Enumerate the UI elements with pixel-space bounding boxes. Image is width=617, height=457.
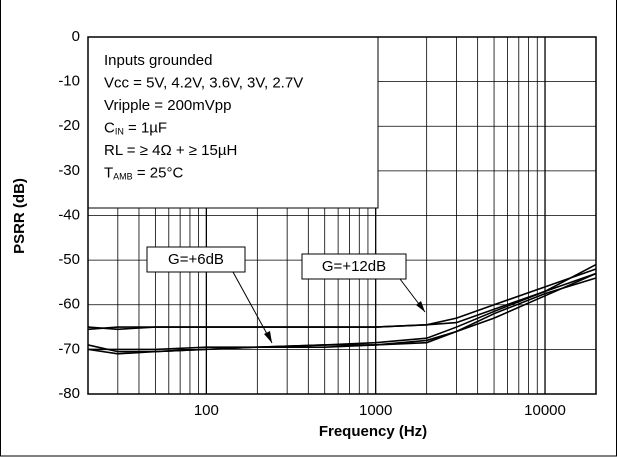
y-tick-label: -60 xyxy=(58,296,80,313)
condition-part: = 1µF xyxy=(124,119,167,136)
y-axis-label: PSRR (dB) xyxy=(11,178,28,254)
condition-text: RL = ≥ 4Ω + ≥ 15µH xyxy=(104,142,237,159)
condition-part: = 25°C xyxy=(133,164,184,181)
condition-part: RL = ≥ 4Ω + ≥ 15µH xyxy=(104,142,237,159)
series-line xyxy=(87,277,597,353)
x-tick-label: 1000 xyxy=(359,402,392,419)
condition-text: Inputs grounded xyxy=(104,52,212,69)
x-axis-label: Frequency (Hz) xyxy=(319,423,427,440)
arrow xyxy=(232,271,273,344)
y-tick-label: -10 xyxy=(58,73,80,90)
y-tick-label: -30 xyxy=(58,162,80,179)
annotation: G=+12dB xyxy=(322,258,386,275)
arrowhead xyxy=(416,301,425,312)
x-tick-label: 10000 xyxy=(524,402,566,419)
condition-part: Inputs grounded xyxy=(104,52,212,69)
annotation-box xyxy=(301,253,407,280)
condition-part: T xyxy=(104,164,113,181)
y-tick-label: -40 xyxy=(58,206,80,223)
condition-part: Vripple = 200mVpp xyxy=(104,97,231,114)
condition-text: Vcc = 5V, 4.2V, 3.6V, 3V, 2.7V xyxy=(104,74,303,91)
y-tick-label: -70 xyxy=(58,340,80,357)
conditions-box xyxy=(87,36,379,209)
arrowhead xyxy=(264,331,272,343)
y-tick-label: -80 xyxy=(58,385,80,402)
condition-part: C xyxy=(104,119,115,136)
series-line xyxy=(88,272,597,351)
condition-part: Vcc = 5V, 4.2V, 3.6V, 3V, 2.7V xyxy=(104,74,303,91)
y-tick-label: -20 xyxy=(58,117,80,134)
condition-text: TAMB = 25°C xyxy=(104,164,183,181)
condition-text: Vripple = 200mVpp xyxy=(104,97,231,114)
y-tick-label: -50 xyxy=(58,251,80,268)
condition-part: IN xyxy=(115,127,124,137)
series-line xyxy=(87,272,597,331)
condition-text: CIN = 1µF xyxy=(104,119,167,136)
x-tick-label: 100 xyxy=(194,402,219,419)
annotation-box xyxy=(146,246,246,273)
annotation: G=+6dB xyxy=(168,251,224,268)
condition-part: AMB xyxy=(113,172,133,182)
plot-border xyxy=(87,36,597,395)
series-line xyxy=(87,263,597,355)
y-tick-label: 0 xyxy=(72,28,80,45)
